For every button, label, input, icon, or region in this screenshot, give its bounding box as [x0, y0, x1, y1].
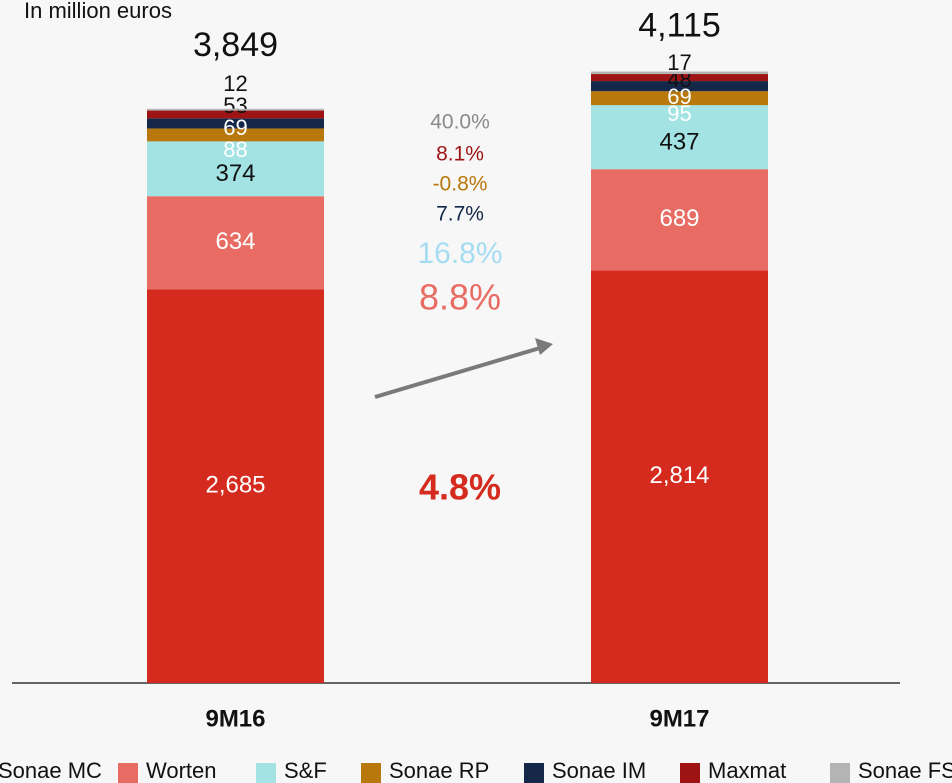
value-label: 48 [667, 67, 691, 92]
growth-label: 16.8% [417, 237, 502, 270]
bar-segment [591, 81, 768, 92]
value-label: 17 [667, 50, 691, 75]
value-label: 2,814 [649, 462, 709, 489]
bar-segment [591, 105, 768, 170]
bar-segment [147, 110, 324, 119]
legend-swatch [830, 763, 850, 783]
legend-label: S&F [284, 758, 327, 783]
growth-label: 8.8% [419, 277, 501, 318]
x-tick-label: 9M16 [205, 705, 265, 732]
bar-segment [591, 74, 768, 82]
value-label: 689 [659, 205, 699, 232]
bar-segment [591, 71, 768, 75]
legend-swatch [361, 763, 381, 783]
legend-swatch [256, 763, 276, 783]
legend-label: Maxmat [708, 758, 786, 783]
legend-label: Sonae IM [552, 758, 646, 783]
bar-segment [147, 118, 324, 129]
value-label: 69 [667, 84, 691, 109]
value-label: 69 [223, 115, 247, 140]
bar-segment [591, 91, 768, 106]
bar-segment [147, 128, 324, 142]
legend-label: Sonae RP [389, 758, 489, 783]
value-label: 2,685 [205, 471, 265, 498]
value-label: 95 [667, 101, 691, 126]
value-label: 374 [215, 160, 255, 187]
x-tick-label: 9M17 [649, 705, 709, 732]
bar-segment [147, 196, 324, 290]
bar-segment [147, 289, 324, 683]
value-label: 437 [659, 129, 699, 156]
growth-label: -0.8% [433, 173, 488, 196]
growth-label: 40.0% [430, 111, 490, 134]
growth-label: 8.1% [436, 143, 484, 166]
arrow [374, 346, 541, 399]
total-label: 4,115 [638, 7, 721, 45]
legend-swatch [118, 763, 138, 783]
legend-label: Worten [146, 758, 217, 783]
value-label: 12 [223, 71, 247, 96]
arrow-head [535, 338, 553, 355]
value-label: 53 [223, 93, 247, 118]
subtitle: In million euros [24, 0, 172, 23]
value-label: 634 [215, 228, 255, 255]
legend-label: Sonae MC [0, 758, 102, 783]
legend-swatch [524, 763, 544, 783]
total-label: 3,849 [193, 26, 278, 64]
growth-label: 7.7% [436, 203, 484, 226]
bar-segment [147, 141, 324, 197]
bar-segment [591, 169, 768, 271]
legend-label: Sonae FS [858, 758, 952, 783]
legend-swatch [680, 763, 700, 783]
bar-segment [147, 108, 324, 111]
value-label: 88 [223, 137, 247, 162]
growth-label: 4.8% [419, 467, 501, 508]
bar-segment [591, 270, 768, 683]
